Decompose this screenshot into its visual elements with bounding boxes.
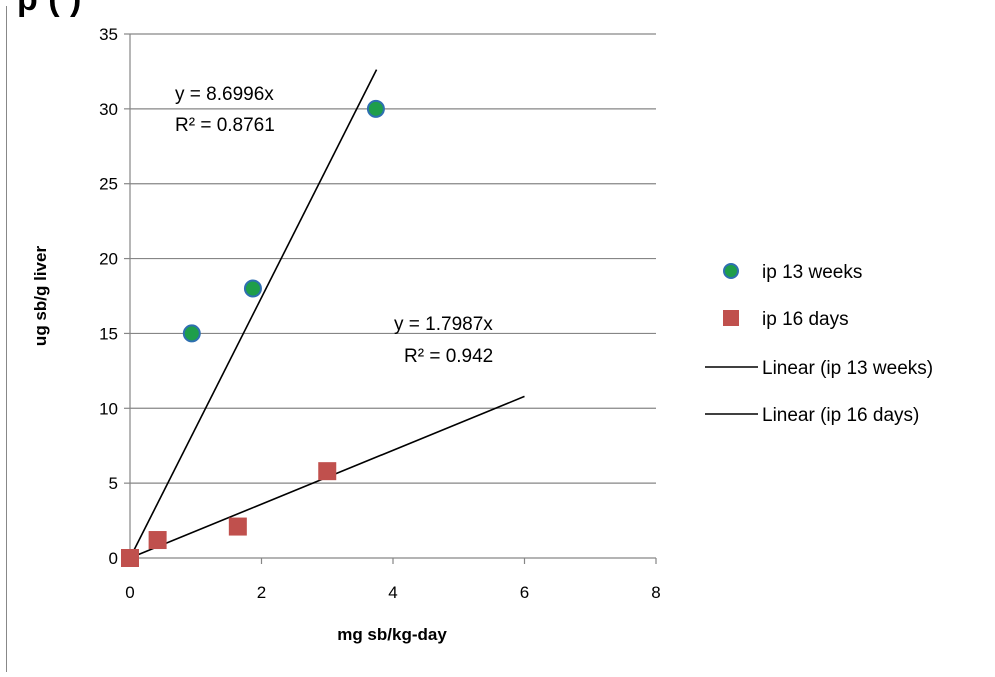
trend-16d-equation: y = 1.7987x	[394, 314, 493, 335]
point-series0-3	[366, 99, 385, 118]
y-tick-label-10: 10	[99, 399, 118, 418]
axes	[124, 33, 657, 564]
chart-title-fragment: p ( )	[17, 0, 82, 19]
point-series1-1	[148, 531, 167, 550]
legend-label-trend-16d: Linear (ip 16 days)	[762, 405, 919, 426]
legend-label-13w: ip 13 weeks	[762, 262, 862, 283]
y-axis-title: ug sb/g liver	[31, 246, 50, 347]
point-series1-2	[228, 517, 247, 536]
y-tick-label-5: 5	[109, 474, 118, 493]
legend-label-trend-13w: Linear (ip 13 weeks)	[762, 358, 933, 379]
trend-13w-equation: y = 8.6996x	[175, 84, 274, 105]
x-tick-labels: 0 2 4 6 8	[125, 583, 660, 602]
data-points	[121, 99, 385, 567]
legend-marker-13w	[723, 263, 739, 279]
point-series1-3	[318, 462, 337, 481]
y-tick-labels: 0 5 10 15 20 25 30 35	[99, 25, 118, 568]
point-series1-0	[121, 549, 139, 567]
y-tick-label-30: 30	[99, 100, 118, 119]
point-series0-1	[182, 324, 201, 343]
y-tick-label-20: 20	[99, 250, 118, 269]
y-tick-label-15: 15	[99, 324, 118, 343]
x-tick-label-0: 0	[125, 583, 134, 602]
y-tick-label-35: 35	[99, 25, 118, 44]
x-tick-label-2: 2	[257, 583, 266, 602]
x-tick-label-6: 6	[520, 583, 529, 602]
legend: ip 13 weeks ip 16 days Linear (ip 13 wee…	[705, 262, 933, 426]
gridlines	[130, 33, 656, 484]
x-tick-label-4: 4	[388, 583, 397, 602]
legend-marker-16d	[723, 310, 739, 326]
y-tick-label-0: 0	[109, 549, 118, 568]
trend-16d-r2: R² = 0.942	[404, 346, 493, 367]
x-axis-title: mg sb/kg-day	[337, 625, 447, 644]
trend-13w-r2: R² = 0.8761	[175, 115, 275, 136]
chart-frame: p ( )	[6, 0, 988, 672]
point-series0-2	[243, 279, 262, 298]
trendline-0	[129, 69, 378, 559]
legend-label-16d: ip 16 days	[762, 309, 849, 330]
y-tick-label-25: 25	[99, 175, 118, 194]
x-tick-label-8: 8	[651, 583, 660, 602]
